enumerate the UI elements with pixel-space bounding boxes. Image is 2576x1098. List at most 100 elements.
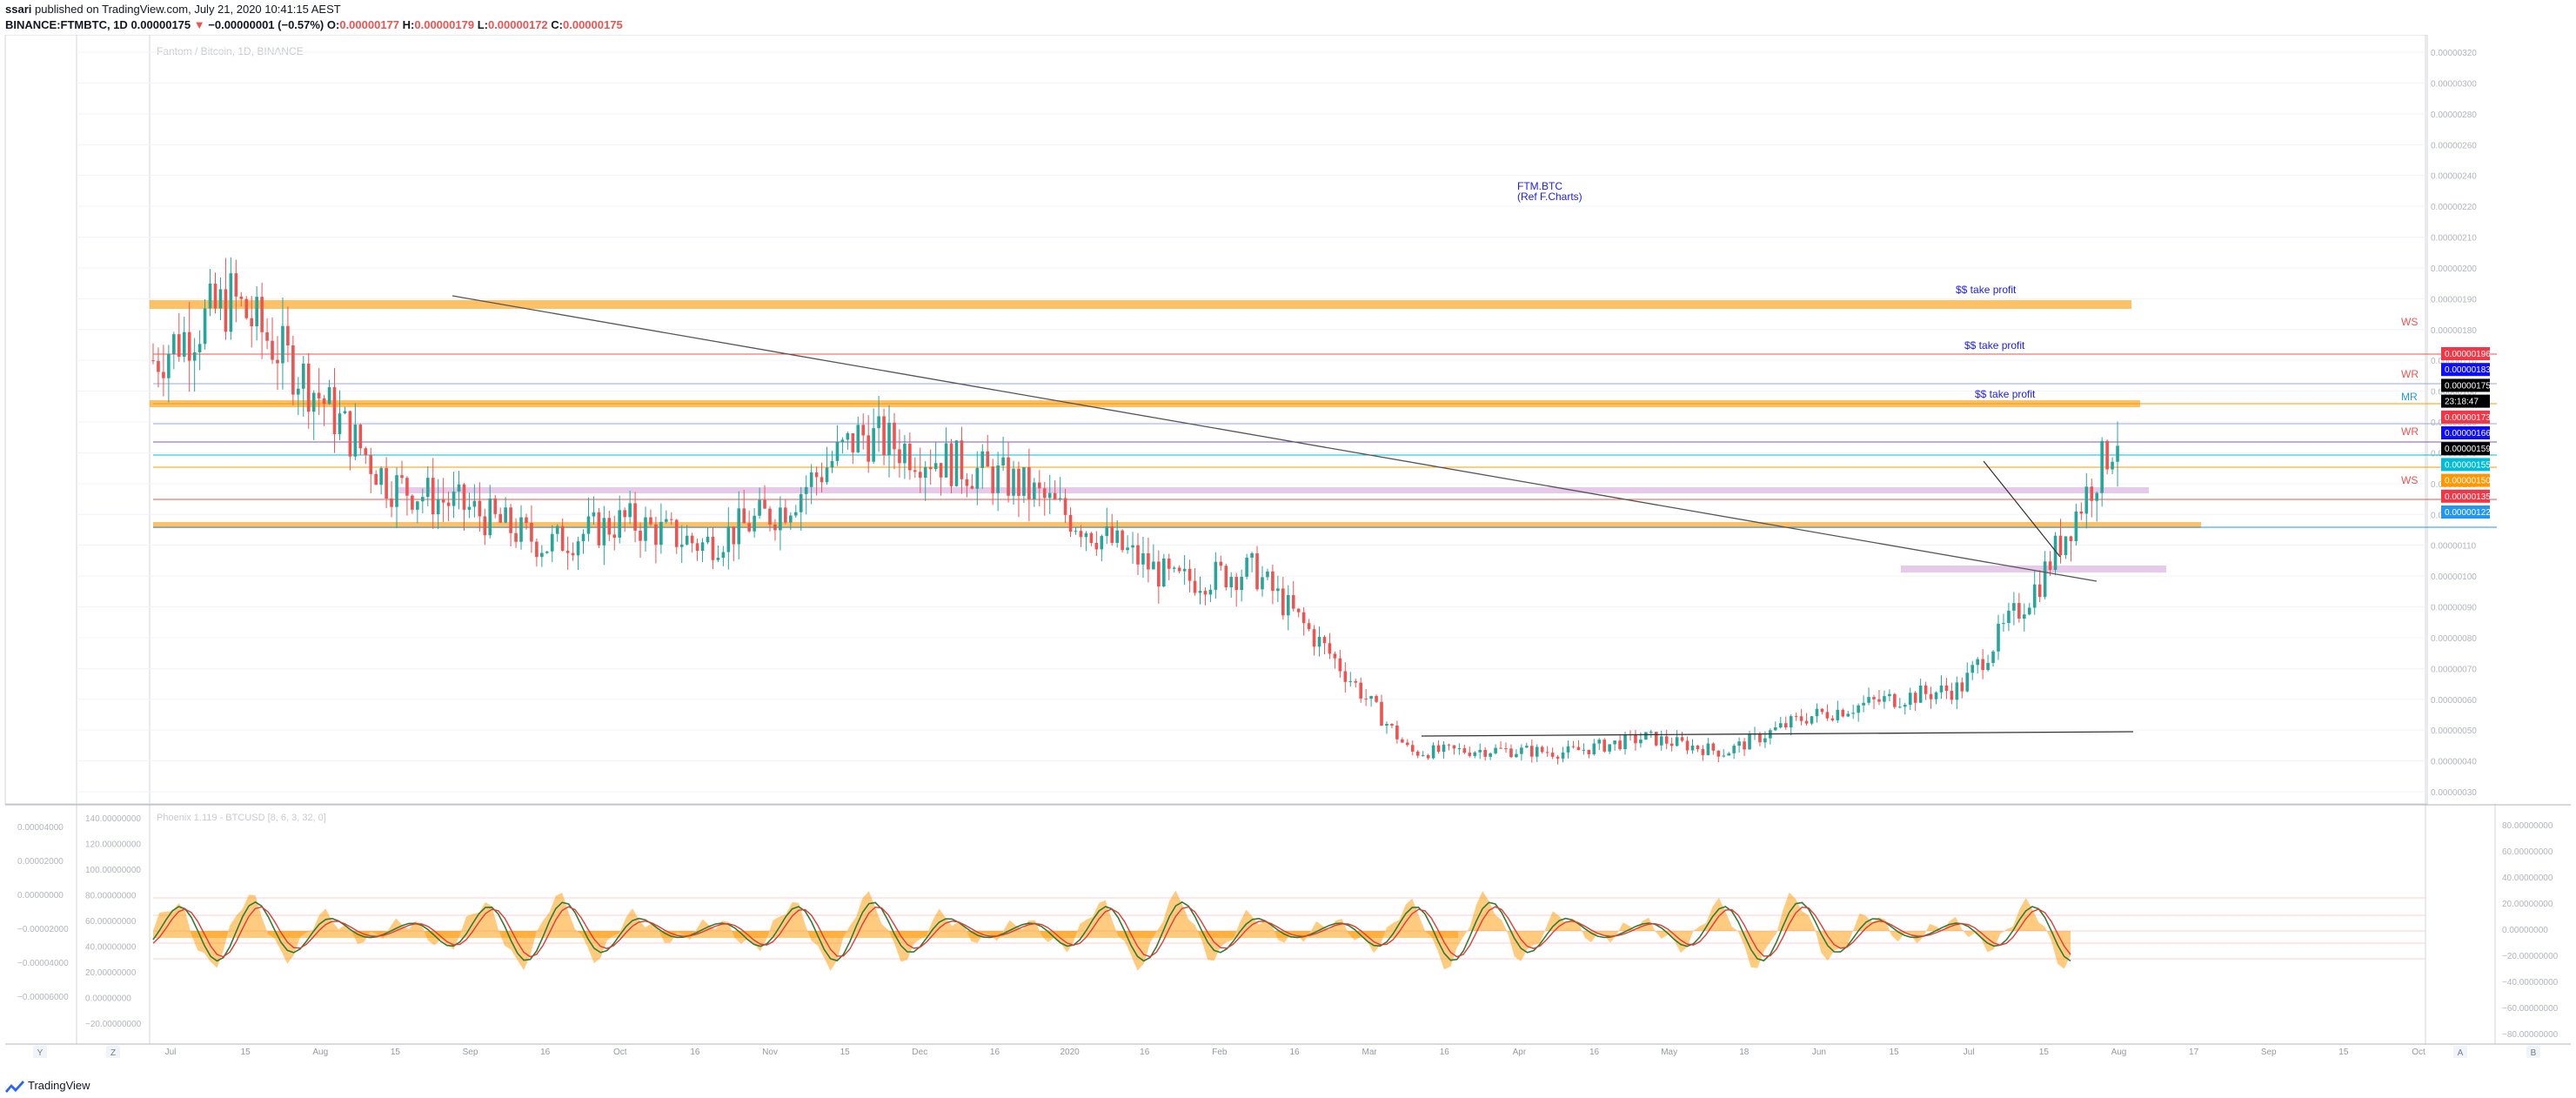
candle-body — [1167, 559, 1171, 569]
candle-body — [685, 535, 689, 545]
candle-body — [1375, 695, 1378, 702]
candle-body — [291, 345, 295, 395]
osc-zone — [153, 931, 1458, 938]
tradingview-logo-text[interactable]: TradingView — [28, 1079, 90, 1092]
price-tick-label: 0.00000080 — [2431, 634, 2477, 644]
time-tick-label: 15 — [1890, 1048, 1900, 1057]
candle-body — [1804, 720, 1809, 724]
candle-body — [286, 325, 290, 346]
candle-body — [1494, 747, 1497, 753]
candle-body — [695, 543, 699, 552]
candle-body — [980, 451, 985, 468]
price-tick-label: 0.00000050 — [2431, 726, 2477, 736]
price-tag-label: 23:18:47 — [2445, 398, 2479, 407]
candle-body — [996, 465, 1000, 493]
candle-body — [830, 460, 834, 468]
candle-body — [753, 515, 756, 532]
osc-left-tick: −0.00004000 — [17, 959, 69, 968]
candle-body — [809, 472, 813, 487]
candle-body — [281, 325, 284, 364]
candle-body — [1473, 752, 1477, 756]
candle-body — [1530, 746, 1534, 757]
axis-marker-label: Z — [110, 1048, 116, 1058]
chart-header: ssari published on TradingView.com, July… — [0, 0, 2576, 37]
candle-body — [991, 466, 994, 493]
candle-body — [1161, 559, 1166, 587]
candle-body — [327, 387, 331, 405]
candle-body — [1343, 671, 1348, 682]
price-tick-label: 0.00000190 — [2431, 295, 2477, 305]
candle-body — [250, 318, 253, 327]
candle-body — [1348, 680, 1353, 682]
candle-body — [2043, 561, 2047, 598]
osc-right-tick: −20.00000000 — [2502, 952, 2559, 961]
candle-body — [498, 513, 502, 523]
candle-body — [1556, 756, 1560, 759]
chart-canvas[interactable]: Fantom / Bitcoin, 1D, BINANCE FTM.BTC (R… — [0, 35, 2576, 1075]
candle-body — [2017, 603, 2021, 619]
price-tag-bg — [2441, 426, 2490, 439]
price-tag-label: 0.00000155 — [2445, 460, 2491, 470]
candle-body — [1602, 740, 1607, 752]
candle-body — [1281, 588, 1285, 616]
candle-body — [1110, 526, 1114, 543]
candle-body — [1644, 732, 1648, 740]
candle-body — [2002, 623, 2005, 625]
tradingview-logo-icon[interactable] — [3, 1079, 26, 1095]
candle-body — [224, 289, 228, 332]
candle-body — [1618, 740, 1622, 750]
price-tick-label: 0.00000200 — [2431, 264, 2477, 274]
candle-body — [1266, 571, 1269, 578]
candle-body — [1001, 457, 1005, 465]
candle-body — [1457, 748, 1462, 750]
candle-body — [317, 392, 321, 398]
close-label: C: — [551, 18, 563, 31]
candle-body — [462, 484, 466, 510]
candle-body — [1431, 745, 1435, 759]
candle-body — [690, 535, 694, 544]
candle-body — [742, 508, 746, 524]
candle-body — [2012, 603, 2016, 611]
footer: TradingView — [0, 1075, 348, 1098]
candle-body — [612, 534, 617, 539]
price-tick-label: 0.00000280 — [2431, 110, 2477, 120]
candle-body — [1301, 612, 1306, 624]
candle-body — [1296, 608, 1301, 613]
candle-body — [835, 442, 840, 461]
axis-marker-label: A — [2458, 1048, 2464, 1058]
candle-body — [1883, 696, 1886, 702]
time-tick-label: Jul — [1964, 1048, 1975, 1057]
candle-body — [1997, 623, 2000, 652]
candle-body — [1815, 708, 1819, 717]
candle-body — [1385, 724, 1388, 726]
candle-body — [1830, 718, 1835, 720]
candle-body — [1867, 697, 1870, 703]
candle-body — [856, 425, 860, 452]
time-tick-label: 16 — [540, 1048, 551, 1057]
osc-inner-tick: 140.00000000 — [85, 814, 141, 824]
candle-body — [2100, 440, 2104, 493]
candle-body — [1857, 705, 1860, 713]
candle-body — [918, 472, 922, 479]
candle-body — [1038, 482, 1041, 489]
price-tag-bg — [2441, 410, 2490, 424]
candle-body — [1783, 723, 1788, 728]
price-change: −0.00000001 (−0.57%) — [208, 18, 325, 31]
candle-body — [1950, 690, 1954, 700]
candle-body — [1862, 702, 1865, 706]
candle-body — [441, 499, 445, 503]
candle-body — [488, 498, 492, 536]
candle-body — [525, 517, 528, 523]
candle-body — [177, 334, 181, 358]
candle-body — [1634, 734, 1637, 744]
candle-body — [2032, 584, 2037, 608]
candle-body — [1380, 701, 1383, 726]
publisher-name[interactable]: ssari — [5, 3, 32, 16]
candle-body — [804, 486, 808, 494]
candle-body — [2023, 614, 2026, 619]
price-tick-label: 0.00000030 — [2431, 788, 2477, 798]
candle-body — [1333, 653, 1337, 659]
candle-body — [157, 360, 160, 372]
time-tick-label: 15 — [840, 1048, 851, 1057]
candle-body — [1033, 482, 1036, 499]
